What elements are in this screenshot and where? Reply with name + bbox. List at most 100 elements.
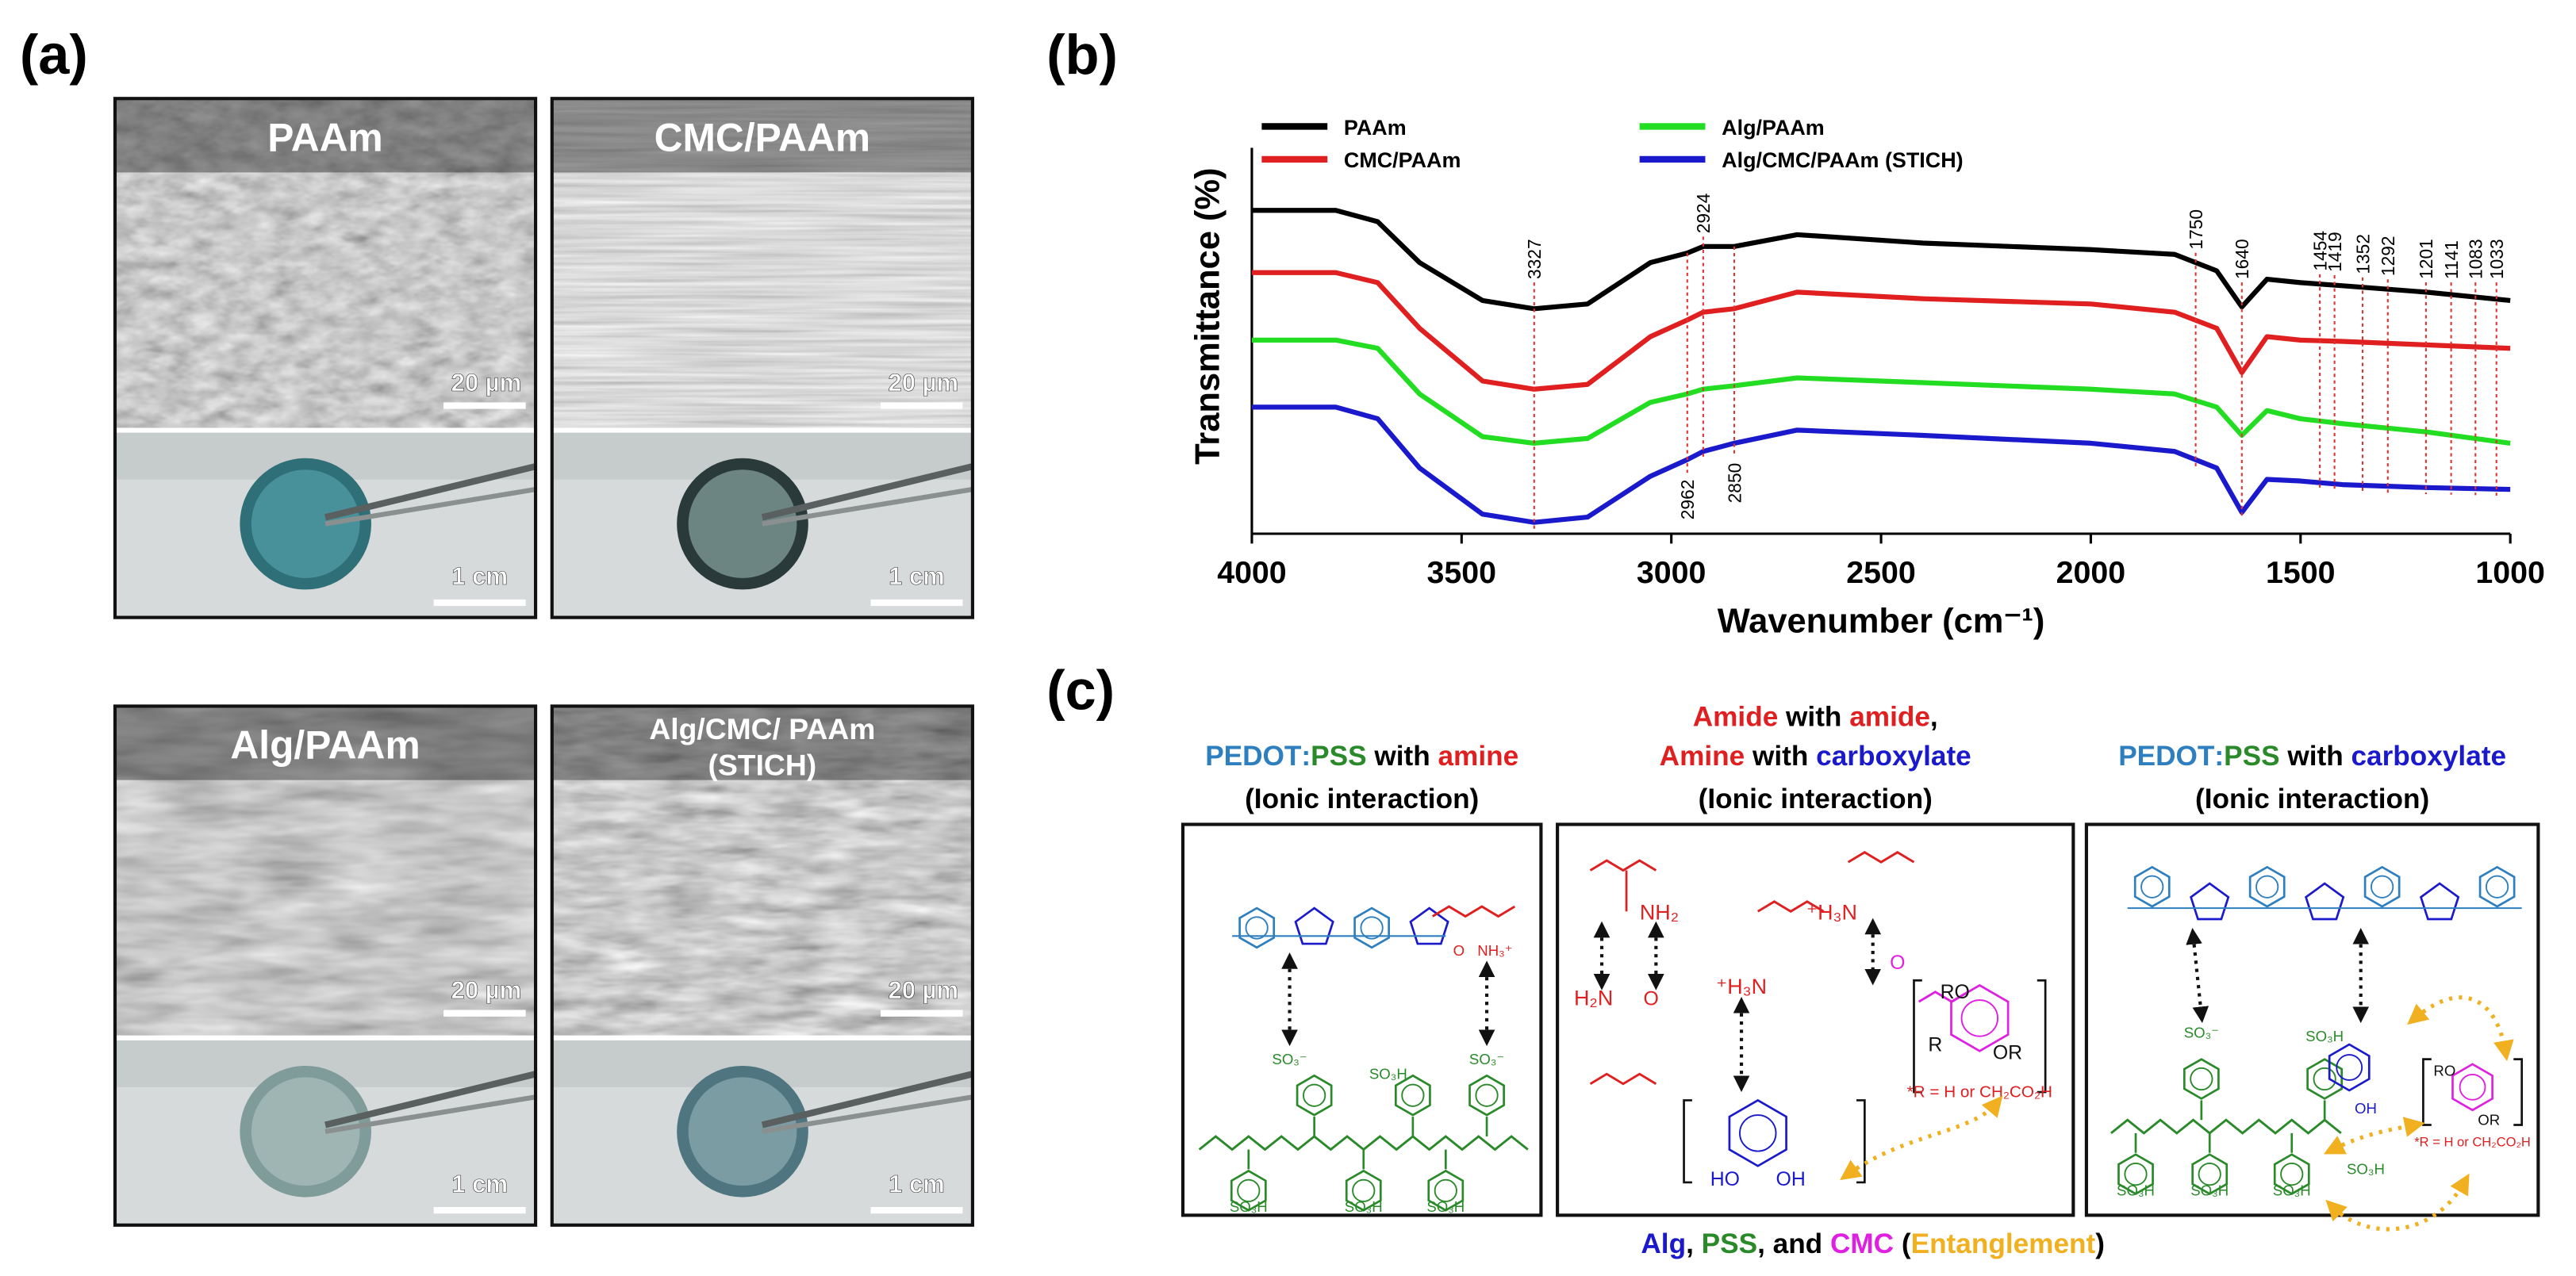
ring (1294, 906, 1334, 945)
x-tick-label: 4000 (1217, 555, 1287, 590)
group-label: SO₃H (1230, 1198, 1268, 1215)
x-tick-label: 3000 (1637, 555, 1706, 590)
box-subtitle: (Ionic interaction) (1245, 784, 1479, 814)
peak-label: 2924 (1693, 194, 1714, 234)
panel-label: (c) (1046, 659, 1115, 722)
backbone (1198, 1135, 1529, 1151)
text-part: ) (2095, 1228, 2105, 1259)
tweezers (324, 487, 536, 527)
entanglement-arrow (2407, 995, 2514, 1062)
group-label: *R = H or CH₂CO₂H (1907, 1082, 2052, 1101)
panel-border (113, 704, 538, 1227)
rich-text: Alg, PSS, and CMC (Entanglement) (1641, 1228, 2105, 1259)
sample-panel: CMC/PAAm 20 µm 1 cm (550, 97, 974, 619)
box-frame (2084, 822, 2540, 1217)
ring (1394, 1074, 1431, 1117)
text-part: carboxylate (2351, 741, 2506, 772)
structure: O NH₃⁺ SO₃⁻ SO₃⁻ SO₃H SO₃H SO₃H SO₃H (1198, 905, 1529, 1215)
entanglement-arrow (2323, 1117, 2425, 1155)
text-part: : (2214, 741, 2224, 772)
sem-title-band (551, 98, 973, 173)
ftir-chart: 4000 3500 3000 2500 2000 1500 1000 Wavenumber (… (1189, 116, 2545, 640)
group-label: RO (2433, 1062, 2455, 1079)
hydrogel-disc-inner (688, 1077, 797, 1186)
group-label: OR (2478, 1111, 2500, 1128)
backbone (1918, 991, 1969, 1003)
x-tick-label: 2000 (2056, 555, 2126, 590)
group-label: ⁺H₃N (1716, 975, 1767, 998)
sample-panel: PAAm 20 µm 1 cm (113, 97, 538, 619)
ring-center (2255, 875, 2279, 899)
sample-name: Alg/PAAm (230, 723, 420, 768)
group-label: SO₃H (1426, 1198, 1465, 1215)
ring (2182, 1058, 2220, 1100)
box-frame (1181, 822, 1543, 1217)
scale-label: 1 cm (451, 1170, 508, 1197)
x-tick-label: 1000 (2475, 555, 2545, 590)
sample-panel: Alg/PAAm 20 µm 1 cm (113, 704, 538, 1227)
tweezers (324, 463, 537, 521)
text-part: ( (1894, 1228, 1911, 1259)
ring (2190, 882, 2230, 921)
peak-label: 1292 (2378, 236, 2398, 276)
text-part: carboxylate (1816, 741, 1971, 772)
ring (1296, 1074, 1333, 1117)
text-part: PEDOT (1205, 741, 1302, 772)
legend-label: PAAm (1344, 116, 1407, 140)
ring (2478, 865, 2516, 908)
text-part: PEDOT (2118, 741, 2215, 772)
ring (1468, 1074, 1505, 1117)
peak-label: 3327 (1524, 239, 1545, 279)
ring-center (1434, 1178, 1457, 1202)
group-label: SO₃H (1345, 1198, 1383, 1215)
ring (1238, 906, 1276, 949)
ring (2133, 865, 2171, 908)
text-part: Amide (1693, 701, 1779, 732)
entanglement-arrow (1840, 1095, 2003, 1181)
group-label: O (1643, 988, 1658, 1010)
tweezers (761, 1071, 973, 1128)
ring (2248, 865, 2286, 908)
ring-center (1739, 1114, 1777, 1152)
group-label: RO (1941, 982, 1970, 1003)
ring-center (2371, 875, 2394, 899)
text-part: , (1930, 701, 1938, 732)
ring-center (1352, 1178, 1376, 1202)
peak-label: 1454 (2309, 231, 2330, 271)
ring-center (2485, 875, 2509, 899)
x-tick-label: 2500 (1846, 555, 1916, 590)
panel-border (113, 97, 538, 619)
text-part: Entanglement (1911, 1228, 2096, 1259)
text-part: CMC (1830, 1228, 1894, 1259)
backbone (1589, 859, 1657, 872)
peak-label: 1640 (2232, 239, 2252, 279)
ring-center (2198, 1163, 2221, 1186)
series-line (1251, 337, 2511, 446)
group-label: *R = H or CH₂CO₂H (2414, 1134, 2531, 1149)
mechanism-box: PEDOT:PSS with carboxylate (Ionic interac… (2084, 741, 2540, 1217)
ring-center (1475, 1083, 1499, 1107)
backbone (1431, 905, 1516, 918)
ring (1230, 1169, 1267, 1212)
tweezers (324, 1094, 536, 1134)
sample-name: Alg/CMC/ PAAm (649, 712, 875, 745)
panel-border (550, 97, 974, 619)
group-label: NH₃⁺ (1477, 942, 1512, 959)
group-label: SO₃H (1369, 1066, 1407, 1082)
ring-center (1360, 916, 1384, 940)
scale-label: 20 µm (888, 369, 958, 397)
group-label: OH (1776, 1169, 1806, 1190)
text-part: with (1367, 741, 1438, 772)
sem-image (114, 98, 536, 431)
structure: SO₃⁻ SO₃H SO₃H SO₃H SO₃H OH RO OR *R = H or CH₂C… (2110, 865, 2531, 1232)
peak-label: 1352 (2352, 234, 2373, 274)
box-frame (1556, 822, 2075, 1217)
text-part: PSS (1702, 1228, 1757, 1259)
scale-label: 20 µm (451, 369, 522, 397)
sample-name: (STICH) (708, 748, 817, 781)
x-tick-label: 1500 (2266, 555, 2336, 590)
ring-center (2280, 1163, 2304, 1186)
ring-center (2313, 1067, 2336, 1091)
series-line (1251, 404, 2511, 525)
